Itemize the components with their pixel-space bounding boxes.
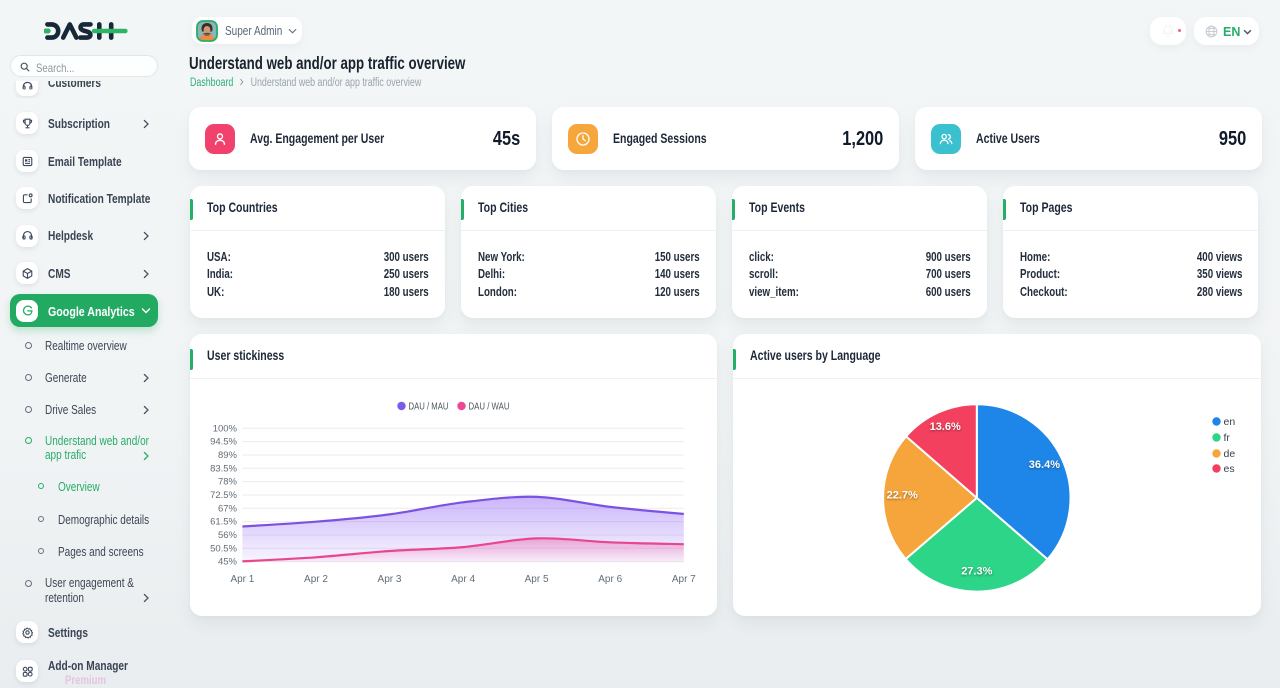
svg-text:36.4%: 36.4% xyxy=(1029,459,1060,471)
svg-text:DAU / MAU: DAU / MAU xyxy=(409,401,449,413)
svg-text:50.5%: 50.5% xyxy=(210,543,237,554)
svg-text:es: es xyxy=(1224,463,1235,475)
svg-text:100%: 100% xyxy=(213,423,238,434)
svg-text:22.7%: 22.7% xyxy=(887,490,918,502)
svg-text:94.5%: 94.5% xyxy=(210,437,237,448)
svg-text:fr: fr xyxy=(1224,432,1231,444)
svg-text:27.3%: 27.3% xyxy=(961,566,992,578)
svg-text:72.5%: 72.5% xyxy=(210,490,237,501)
svg-text:78%: 78% xyxy=(218,477,238,488)
svg-text:Apr 2: Apr 2 xyxy=(304,574,328,585)
svg-text:Apr 6: Apr 6 xyxy=(598,574,622,585)
svg-text:Apr 7: Apr 7 xyxy=(672,574,696,585)
svg-text:Apr 4: Apr 4 xyxy=(451,574,475,585)
svg-text:DAU / WAU: DAU / WAU xyxy=(469,401,510,413)
svg-text:Apr 5: Apr 5 xyxy=(525,574,549,585)
svg-text:83.5%: 83.5% xyxy=(210,463,237,474)
svg-text:Apr 3: Apr 3 xyxy=(378,574,402,585)
svg-text:56%: 56% xyxy=(218,530,238,541)
svg-text:13.6%: 13.6% xyxy=(930,421,961,433)
svg-text:89%: 89% xyxy=(218,450,238,461)
svg-text:67%: 67% xyxy=(218,503,238,514)
svg-text:61.5%: 61.5% xyxy=(210,517,237,528)
svg-text:de: de xyxy=(1224,448,1236,460)
svg-text:en: en xyxy=(1224,416,1236,428)
svg-text:45%: 45% xyxy=(218,557,238,568)
svg-text:Apr 1: Apr 1 xyxy=(230,574,254,585)
